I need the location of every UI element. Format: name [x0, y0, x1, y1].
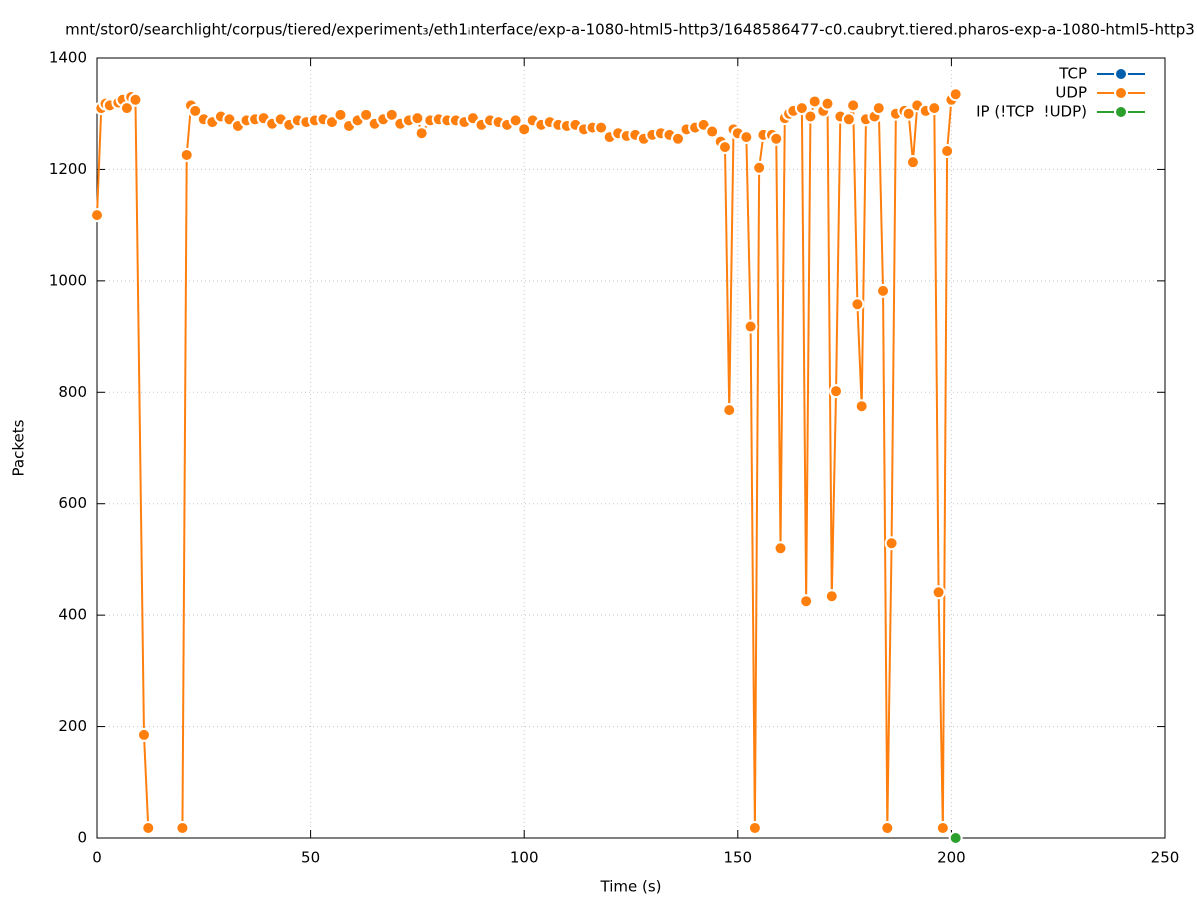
legend-marker [1114, 67, 1128, 81]
data-point [846, 98, 861, 113]
x-axis-label: Time (s) [600, 878, 662, 896]
data-point [880, 820, 895, 835]
y-tick-label: 1000 [49, 271, 87, 289]
x-tick-label: 150 [723, 849, 752, 867]
data-point [705, 124, 720, 139]
legend-marker [1114, 86, 1128, 100]
data-point [935, 820, 950, 835]
chart-title: mnt/stor0/searchlight/corpus/tiered/expe… [65, 21, 1195, 39]
data-point [948, 831, 963, 845]
plot-border [96, 57, 1166, 839]
y-tick-label: 1400 [49, 49, 87, 67]
data-point [517, 122, 532, 137]
data-point [594, 120, 609, 135]
data-point [333, 107, 348, 122]
data-point [384, 107, 399, 122]
data-point [871, 101, 886, 116]
data-point [884, 536, 899, 551]
data-point [136, 727, 151, 742]
data-point [722, 403, 737, 418]
data-point [508, 113, 523, 128]
legend-marker [1114, 105, 1128, 119]
data-point [175, 820, 190, 835]
data-point [829, 384, 844, 399]
data-point [794, 101, 809, 116]
data-point [841, 112, 856, 127]
x-tick-label: 50 [301, 849, 320, 867]
y-tick-label: 400 [58, 606, 87, 624]
data-point [773, 541, 788, 556]
x-tick-label: 100 [510, 849, 539, 867]
legend-label: UDP [1055, 84, 1087, 102]
data-point [90, 208, 104, 223]
data-point [179, 147, 194, 162]
data-point [807, 94, 822, 109]
data-point [901, 106, 916, 121]
data-point [359, 107, 374, 122]
data-point [128, 92, 143, 107]
data-point [854, 399, 869, 414]
data-point [927, 101, 942, 116]
data-point [747, 820, 762, 835]
data-point [717, 140, 732, 155]
y-tick-label: 600 [58, 494, 87, 512]
data-point [876, 283, 891, 298]
data-point [940, 144, 955, 159]
data-point [948, 87, 963, 102]
data-point [931, 585, 946, 600]
x-tick-label: 200 [937, 849, 966, 867]
data-point [824, 589, 839, 604]
series [90, 87, 963, 835]
data-point [820, 96, 835, 111]
data-point [739, 130, 754, 145]
data-point [799, 594, 814, 609]
data-point [188, 103, 203, 118]
y-tick-label: 200 [58, 717, 87, 735]
x-tick-label: 0 [92, 849, 102, 867]
y-tick-label: 1200 [49, 160, 87, 178]
y-axis-label: Packets [10, 419, 28, 476]
legend-label: TCP [1058, 65, 1087, 83]
data-point [414, 126, 429, 141]
data-point [752, 160, 767, 175]
data-point [769, 131, 784, 146]
legend-label: IP (!TCP !UDP) [976, 103, 1087, 121]
x-tick-label: 250 [1151, 849, 1180, 867]
y-tick-label: 0 [77, 829, 87, 847]
data-point [141, 820, 156, 835]
data-point [850, 297, 865, 312]
data-point [905, 155, 920, 170]
series [948, 831, 963, 845]
data-point [743, 319, 758, 334]
data-point [410, 111, 425, 126]
y-tick-label: 800 [58, 383, 87, 401]
data-point [670, 131, 685, 146]
data-point [803, 109, 818, 124]
